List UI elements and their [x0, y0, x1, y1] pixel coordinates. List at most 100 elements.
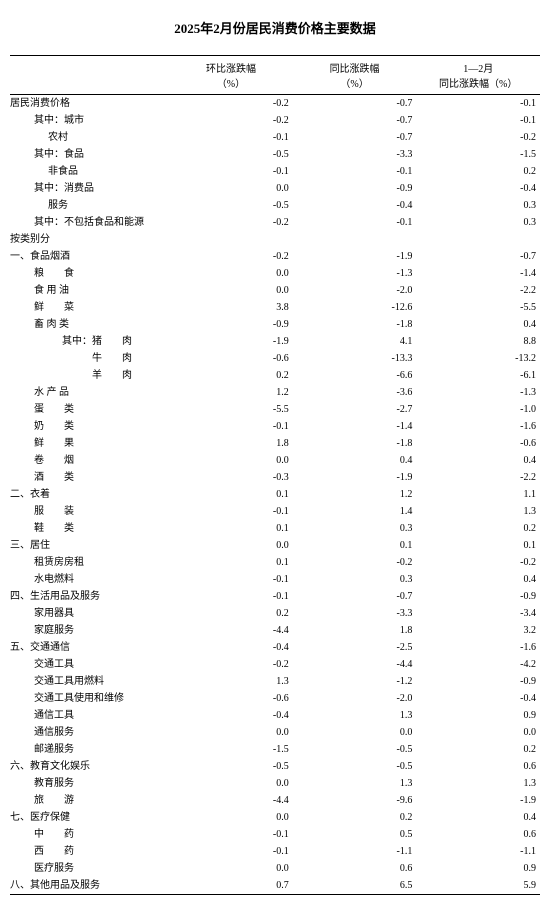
cell-3: 0.4 [416, 571, 540, 588]
cell-2: -1.8 [293, 316, 417, 333]
cell-2: 0.4 [293, 452, 417, 469]
cell-1: -0.4 [169, 707, 293, 724]
cell-1: -0.6 [169, 690, 293, 707]
cell-1: -0.1 [169, 129, 293, 146]
table-row: 卷 烟0.00.40.4 [10, 452, 540, 469]
table-row: 畜 肉 类-0.9-1.80.4 [10, 316, 540, 333]
cell-1: -0.2 [169, 656, 293, 673]
cell-1: -4.4 [169, 792, 293, 809]
cell-2: -0.9 [293, 180, 417, 197]
table-row: 鲜 果1.8-1.8-0.6 [10, 435, 540, 452]
row-label: 居民消费价格 [10, 95, 169, 113]
table-row: 奶 类-0.1-1.4-1.6 [10, 418, 540, 435]
cell-2: -1.1 [293, 843, 417, 860]
row-label: 七、医疗保健 [10, 809, 169, 826]
table-row: 租赁房房租0.1-0.2-0.2 [10, 554, 540, 571]
row-label: 旅 游 [10, 792, 169, 809]
cell-3: -0.2 [416, 129, 540, 146]
cell-2: 1.8 [293, 622, 417, 639]
table-row: 五、交通通信-0.4-2.5-1.6 [10, 639, 540, 656]
cell-3: 0.1 [416, 537, 540, 554]
cell-1: 0.7 [169, 877, 293, 895]
row-label: 水电燃料 [10, 571, 169, 588]
cell-3: 0.2 [416, 163, 540, 180]
cell-1: -0.4 [169, 639, 293, 656]
table-row: 服 装-0.11.41.3 [10, 503, 540, 520]
cell-3: 0.3 [416, 214, 540, 231]
cell-3: 0.2 [416, 520, 540, 537]
cell-1: -0.1 [169, 843, 293, 860]
cell-1: -0.2 [169, 214, 293, 231]
row-label: 家庭服务 [10, 622, 169, 639]
table-row: 交通工具-0.2-4.4-4.2 [10, 656, 540, 673]
cell-2: 1.3 [293, 707, 417, 724]
cell-2: -1.4 [293, 418, 417, 435]
cell-2: -3.3 [293, 605, 417, 622]
cell-3: -1.4 [416, 265, 540, 282]
table-row: 食 用 油0.0-2.0-2.2 [10, 282, 540, 299]
cell-1: -4.4 [169, 622, 293, 639]
cell-3: 8.8 [416, 333, 540, 350]
cell-2: -0.2 [293, 554, 417, 571]
row-label: 交通工具用燃料 [10, 673, 169, 690]
cell-3: 0.4 [416, 809, 540, 826]
row-label: 医疗服务 [10, 860, 169, 877]
cell-2: -2.5 [293, 639, 417, 656]
cell-1: 0.2 [169, 605, 293, 622]
cell-2: -3.3 [293, 146, 417, 163]
row-label: 服务 [10, 197, 169, 214]
cell-2: -4.4 [293, 656, 417, 673]
cell-2: -1.2 [293, 673, 417, 690]
cell-1: -0.2 [169, 112, 293, 129]
cell-1: -0.5 [169, 758, 293, 775]
table-row: 交通工具使用和维修-0.6-2.0-0.4 [10, 690, 540, 707]
cell-3: -0.4 [416, 690, 540, 707]
cell-1: -1.9 [169, 333, 293, 350]
row-label: 四、生活用品及服务 [10, 588, 169, 605]
cell-2: 0.2 [293, 809, 417, 826]
table-row: 八、其他用品及服务0.76.55.9 [10, 877, 540, 895]
cell-1: -0.1 [169, 826, 293, 843]
cell-1: 1.3 [169, 673, 293, 690]
cell-3: -1.3 [416, 384, 540, 401]
row-label: 食 用 油 [10, 282, 169, 299]
cell-3: 0.4 [416, 316, 540, 333]
header-col-2: 同比涨跌幅 （%） [293, 56, 417, 95]
table-row: 鞋 类0.10.30.2 [10, 520, 540, 537]
header-col-3: 1—2月 同比涨跌幅（%） [416, 56, 540, 95]
cell-3: 0.3 [416, 197, 540, 214]
cell-3 [416, 231, 540, 248]
cell-1: -0.6 [169, 350, 293, 367]
table-row: 通信工具-0.41.30.9 [10, 707, 540, 724]
cell-1: 0.2 [169, 367, 293, 384]
cell-1: 0.0 [169, 775, 293, 792]
row-label: 畜 肉 类 [10, 316, 169, 333]
cell-2: 4.1 [293, 333, 417, 350]
table-row: 七、医疗保健0.00.20.4 [10, 809, 540, 826]
row-label: 其中：猪 肉 [10, 333, 169, 350]
cell-2: -0.4 [293, 197, 417, 214]
table-row: 鲜 菜3.8-12.6-5.5 [10, 299, 540, 316]
cell-2: -0.5 [293, 741, 417, 758]
cell-1: 0.0 [169, 180, 293, 197]
header-blank [10, 56, 169, 95]
cell-3: 5.9 [416, 877, 540, 895]
cell-2: 0.3 [293, 571, 417, 588]
table-row: 交通工具用燃料1.3-1.2-0.9 [10, 673, 540, 690]
row-label: 羊 肉 [10, 367, 169, 384]
cell-1: -0.2 [169, 95, 293, 113]
page-title: 2025年2月份居民消费价格主要数据 [10, 18, 540, 37]
cell-2: -0.1 [293, 163, 417, 180]
cell-3: -0.6 [416, 435, 540, 452]
table-row: 其中：食品-0.5-3.3-1.5 [10, 146, 540, 163]
cell-1: 0.1 [169, 554, 293, 571]
row-label: 服 装 [10, 503, 169, 520]
table-row: 家庭服务-4.41.83.2 [10, 622, 540, 639]
cell-3: 1.1 [416, 486, 540, 503]
header-row: 环比涨跌幅 （%） 同比涨跌幅 （%） 1—2月 同比涨跌幅（%） [10, 56, 540, 95]
table-row: 粮 食0.0-1.3-1.4 [10, 265, 540, 282]
cell-1: 0.0 [169, 724, 293, 741]
table-row: 邮递服务-1.5-0.50.2 [10, 741, 540, 758]
cell-2: -0.7 [293, 95, 417, 113]
row-label: 教育服务 [10, 775, 169, 792]
